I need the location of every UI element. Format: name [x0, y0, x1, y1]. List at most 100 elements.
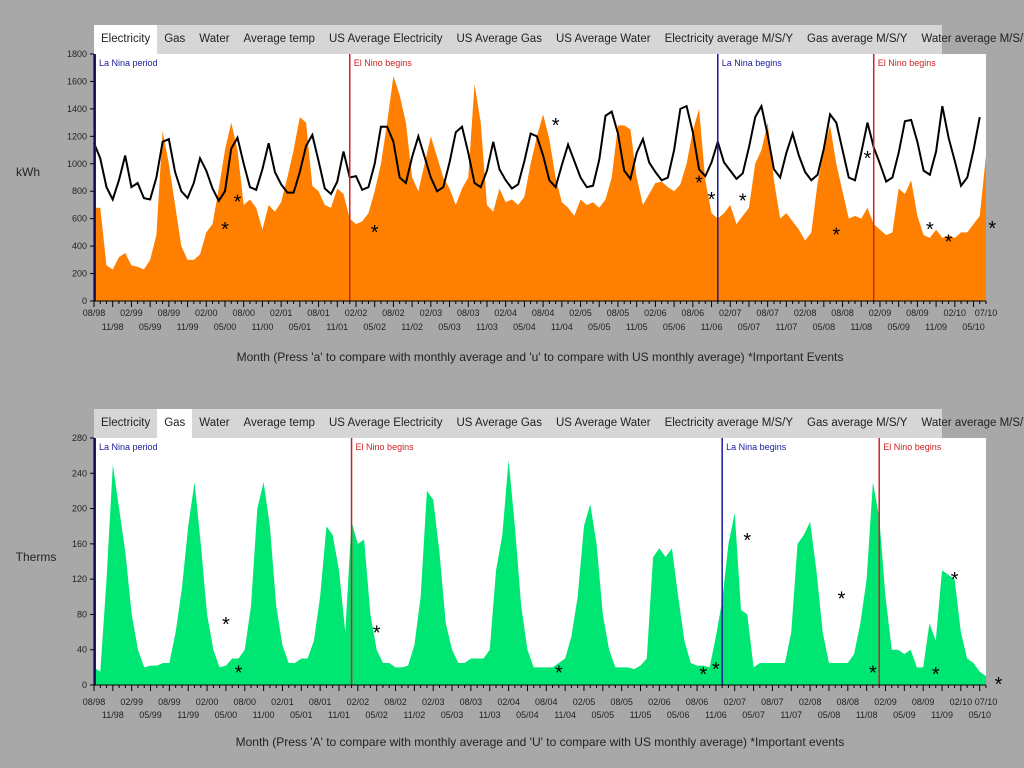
- electricity-event-label: La Nina begins: [722, 58, 783, 68]
- gas-x-tick-label: 02/08: [799, 697, 822, 707]
- electricity-x-tick-label: 05/07: [738, 322, 761, 332]
- electricity-x-tick-label: 02/03: [420, 308, 443, 318]
- bottom-tab-electricity-average-m-s-y[interactable]: Electricity average M/S/Y: [664, 417, 794, 429]
- gas-x-tick-label: 11/98: [102, 710, 124, 720]
- bottom-tab-water[interactable]: Water: [199, 417, 230, 429]
- electricity-x-tick-label: 05/09: [887, 322, 910, 332]
- electricity-chart: La Nina period El Nino begins La Nina begi…: [16, 49, 997, 364]
- gas-x-tick-label: 11/09: [931, 710, 953, 720]
- electricity-event-star: *: [695, 173, 703, 195]
- electricity-x-tick-label: 08/99: [158, 308, 181, 318]
- electricity-x-tick-label: 02/02: [345, 308, 368, 318]
- tabbar-bottom: Electricity Gas Water Average temp US Averag…: [94, 409, 1024, 438]
- gas-event-star: *: [222, 614, 230, 636]
- electricity-x-tick-label: 05/99: [139, 322, 162, 332]
- bottom-tab-us-average-gas[interactable]: US Average Gas: [456, 417, 542, 429]
- gas-y-axis-label: Therms: [16, 550, 57, 564]
- tabbar-top: Electricity Gas Water Average temp US Averag…: [94, 25, 1024, 54]
- gas-event-star: *: [932, 664, 940, 686]
- top-tab-gas-average-m-s-y[interactable]: Gas average M/S/Y: [807, 33, 908, 45]
- electricity-x-tick-label: 05/05: [588, 322, 611, 332]
- electricity-event-star: *: [832, 225, 840, 247]
- electricity-x-tick-label: 07/10: [975, 308, 998, 318]
- gas-x-tick-label: 05/02: [365, 710, 388, 720]
- electricity-x-tick-label: 05/02: [363, 322, 386, 332]
- top-tab-us-average-water[interactable]: US Average Water: [555, 33, 651, 45]
- electricity-x-tick-label: 08/00: [232, 308, 255, 318]
- electricity-x-tick-label: 08/02: [382, 308, 405, 318]
- gas-x-tick-label: 05/00: [215, 710, 238, 720]
- electricity-event-star: *: [988, 218, 996, 240]
- electricity-x-tick-label: 11/04: [551, 322, 573, 332]
- gas-event-star: *: [555, 662, 563, 684]
- gas-x-tick-label: 08/02: [384, 697, 407, 707]
- electricity-x-tick-label: 11/03: [476, 322, 498, 332]
- electricity-y-tick-label: 1400: [67, 104, 87, 114]
- electricity-y-tick-label: 1000: [67, 159, 87, 169]
- electricity-event-star: *: [864, 148, 872, 170]
- gas-x-tick-label: 05/01: [290, 710, 313, 720]
- gas-event-label: El Nino begins: [356, 442, 415, 452]
- gas-event-star: *: [699, 664, 707, 686]
- electricity-event-star: *: [371, 222, 379, 244]
- top-tab-gas[interactable]: Gas: [164, 33, 186, 45]
- top-tab-electricity-average-m-s-y[interactable]: Electricity average M/S/Y: [664, 33, 794, 45]
- gas-x-tick-label: 02/00: [196, 697, 219, 707]
- electricity-event-label: El Nino begins: [878, 58, 937, 68]
- electricity-x-tick-label: 02/10: [944, 308, 967, 318]
- top-tab-us-average-gas[interactable]: US Average Gas: [456, 33, 542, 45]
- gas-x-tick-label: 05/07: [742, 710, 765, 720]
- bottom-tab-electricity[interactable]: Electricity: [101, 417, 151, 429]
- gas-x-tick-label: 08/05: [610, 697, 633, 707]
- gas-x-tick-label: 08/00: [233, 697, 256, 707]
- gas-x-tick-label: 02/03: [422, 697, 445, 707]
- top-tab-water-average-m-s-y[interactable]: Water average M/S/Y: [921, 33, 1024, 45]
- gas-x-axis-caption: Month (Press 'A' to compare with monthly…: [236, 735, 845, 749]
- gas-x-tick-label: 05/09: [893, 710, 916, 720]
- electricity-y-tick-label: 1200: [67, 131, 87, 141]
- top-tab-us-average-electricity[interactable]: US Average Electricity: [328, 33, 443, 45]
- bottom-tab-gas[interactable]: Gas: [157, 409, 193, 438]
- gas-x-tick-label: 08/01: [309, 697, 332, 707]
- electricity-x-tick-label: 02/08: [794, 308, 817, 318]
- electricity-x-tick-label: 05/06: [663, 322, 686, 332]
- bottom-tab-us-average-electricity[interactable]: US Average Electricity: [328, 417, 443, 429]
- gas-event-label: La Nina period: [99, 442, 158, 452]
- electricity-comparison-line: [93, 103, 981, 203]
- electricity-x-tick-label: 08/07: [756, 308, 779, 318]
- bottom-tab-us-average-water[interactable]: US Average Water: [555, 417, 651, 429]
- top-tab-average-temp[interactable]: Average temp: [243, 33, 315, 45]
- electricity-x-tick-label: 11/98: [102, 322, 124, 332]
- gas-event-star: *: [373, 623, 381, 645]
- electricity-x-axis-caption: Month (Press 'a' to compare with monthly…: [237, 350, 844, 364]
- gas-x-tick-label: 08/04: [535, 697, 558, 707]
- top-tab-electricity[interactable]: Electricity: [94, 25, 158, 54]
- gas-x-tick-label: 05/08: [818, 710, 841, 720]
- gas-y-tick-label: 280: [72, 433, 87, 443]
- top-tab-water[interactable]: Water: [199, 33, 230, 45]
- bottom-tab-average-temp[interactable]: Average temp: [243, 417, 315, 429]
- electricity-y-tick-label: 1600: [67, 76, 87, 86]
- bottom-tab-water-average-m-s-y[interactable]: Water average M/S/Y: [921, 417, 1024, 429]
- gas-x-tick-label: 11/03: [479, 710, 501, 720]
- electricity-x-tick-label: 05/00: [214, 322, 237, 332]
- electricity-x-tick-label: 08/09: [906, 308, 929, 318]
- electricity-y-tick-label: 400: [72, 241, 87, 251]
- gas-x-tick-label: 05/03: [441, 710, 464, 720]
- electricity-event-star: *: [739, 190, 747, 212]
- electricity-x-tick-label: 11/09: [925, 322, 947, 332]
- gas-x-tick-label: 08/08: [837, 697, 860, 707]
- electricity-x-tick-label: 08/05: [607, 308, 630, 318]
- gas-x-tick-label: 11/01: [328, 710, 350, 720]
- electricity-x-tick-label: 05/10: [962, 322, 985, 332]
- gas-x-tick-label: 11/04: [554, 710, 576, 720]
- gas-event-label: La Nina begins: [726, 442, 787, 452]
- gas-x-tick-label: 02/06: [648, 697, 671, 707]
- bottom-tab-gas-average-m-s-y[interactable]: Gas average M/S/Y: [807, 417, 908, 429]
- gas-x-tick-label: 02/05: [573, 697, 596, 707]
- gas-x-tick-label: 11/05: [630, 710, 652, 720]
- gas-x-tick-label: 02/99: [120, 697, 143, 707]
- gas-x-tick-label: 02/09: [874, 697, 897, 707]
- electricity-event-star: *: [221, 219, 229, 241]
